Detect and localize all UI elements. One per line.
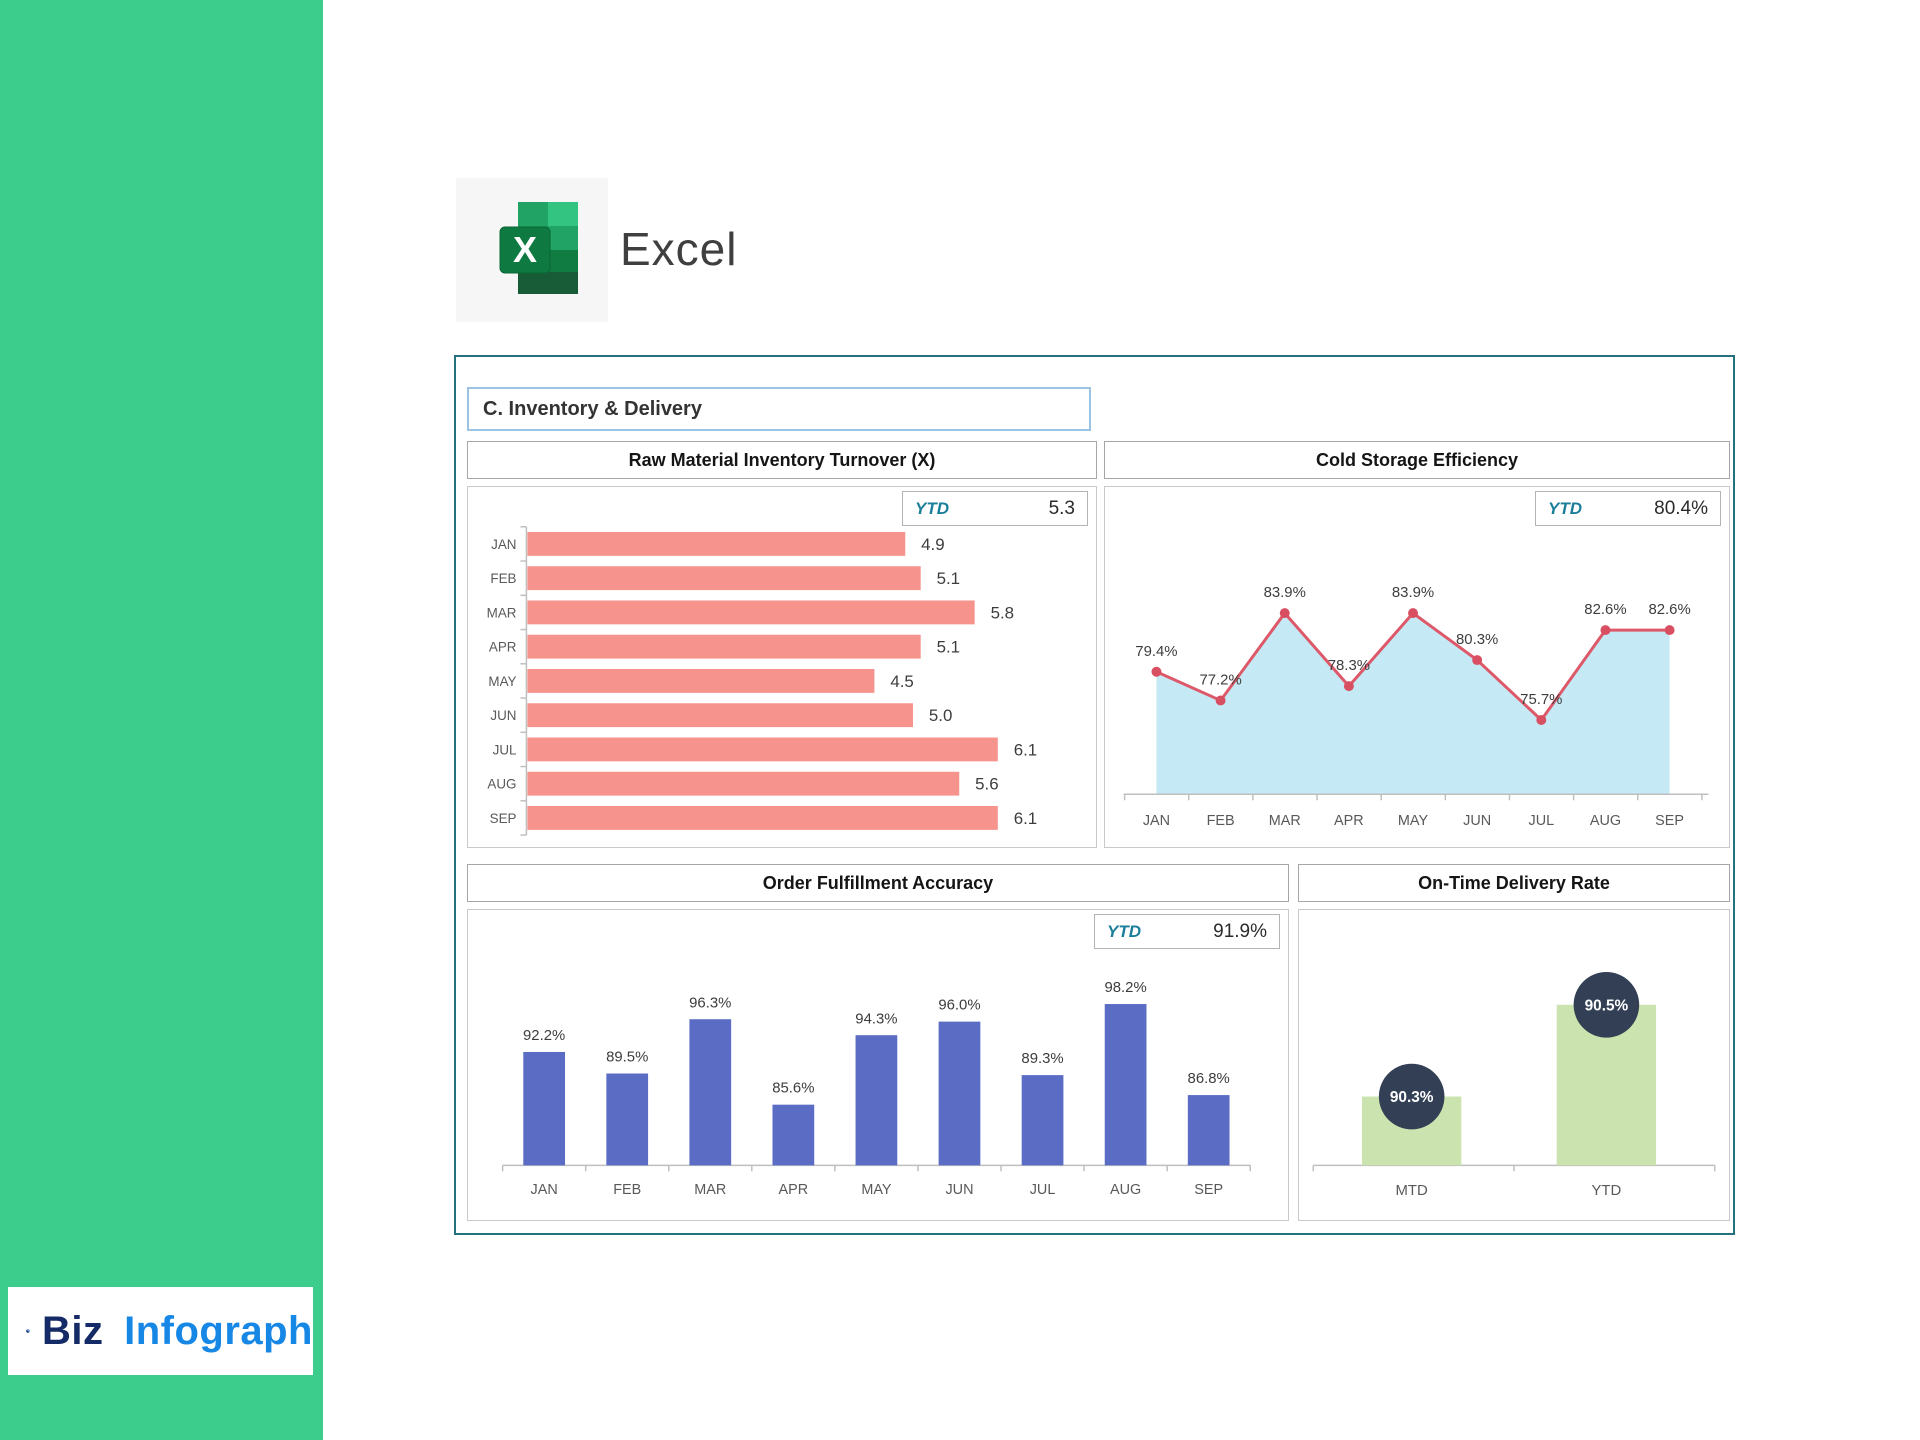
svg-text:JUN: JUN	[490, 708, 516, 723]
svg-text:JUN: JUN	[1463, 813, 1491, 829]
svg-text:5.1: 5.1	[937, 569, 960, 588]
svg-text:80.3%: 80.3%	[1456, 632, 1498, 648]
dashboard-panel: C. Inventory & Delivery Raw Material Inv…	[454, 355, 1735, 1235]
svg-text:92.2%: 92.2%	[523, 1028, 565, 1044]
svg-text:82.6%: 82.6%	[1584, 602, 1626, 618]
svg-text:APR: APR	[489, 640, 517, 655]
chart-header-raw-material: Raw Material Inventory Turnover (X)	[467, 441, 1097, 479]
excel-icon: X	[499, 202, 578, 294]
svg-text:5.1: 5.1	[937, 638, 960, 657]
svg-text:96.3%: 96.3%	[689, 995, 731, 1011]
svg-text:AUG: AUG	[1110, 1182, 1141, 1198]
svg-text:MTD: MTD	[1396, 1183, 1428, 1199]
chart-header-cold-storage: Cold Storage Efficiency	[1104, 441, 1730, 479]
svg-text:AUG: AUG	[487, 777, 516, 792]
section-title: C. Inventory & Delivery	[483, 397, 702, 420]
svg-text:MAR: MAR	[694, 1182, 726, 1198]
svg-text:SEP: SEP	[490, 811, 517, 826]
ytd-box[interactable]: YTD 80.4%	[1535, 491, 1721, 526]
svg-text:FEB: FEB	[613, 1182, 641, 1198]
chart-title: Order Fulfillment Accuracy	[762, 872, 994, 893]
svg-text:77.2%: 77.2%	[1199, 673, 1241, 689]
chart-header-order-fulfillment: Order Fulfillment Accuracy	[467, 864, 1289, 902]
svg-text:MAY: MAY	[488, 674, 516, 689]
chart-title: Cold Storage Efficiency	[1315, 449, 1519, 470]
svg-text:JAN: JAN	[491, 537, 516, 552]
vertical-bar-plot[interactable]: 92.2% JAN 89.5% FEB 96.3% MAR 85.6% APR 94.3% MAY…	[468, 910, 1288, 1220]
svg-text:6.1: 6.1	[1014, 740, 1037, 759]
svg-text:AUG: AUG	[1590, 813, 1621, 829]
ytd-box[interactable]: YTD 91.9%	[1094, 914, 1280, 949]
svg-text:JUL: JUL	[1030, 1182, 1056, 1198]
svg-text:APR: APR	[779, 1182, 809, 1198]
svg-text:4.9: 4.9	[921, 535, 944, 554]
chart-cold-storage-efficiency[interactable]: YTD 80.4% 79.4% JAN 77.2% FEB 83.9% MAR 78.3% A…	[1104, 486, 1730, 848]
biz-logo-text-secondary: Infograph	[124, 1308, 313, 1353]
svg-text:FEB: FEB	[490, 571, 516, 586]
svg-text:YTD: YTD	[1592, 1183, 1622, 1199]
svg-text:79.4%: 79.4%	[1135, 644, 1177, 660]
svg-text:4.5: 4.5	[890, 672, 913, 691]
chart-on-time-delivery-rate[interactable]: 90.3% MTD 90.5% YTD	[1298, 909, 1730, 1221]
svg-text:JUN: JUN	[945, 1182, 973, 1198]
svg-text:5.8: 5.8	[991, 603, 1014, 622]
chart-title: On-Time Delivery Rate	[1418, 872, 1610, 893]
horizontal-bar-plot[interactable]: JAN 4.9 FEB 5.1 MAR 5.8 APR 5.1 MAY 4.5 JUN 5.0 JUL 6…	[468, 487, 1096, 847]
svg-text:MAY: MAY	[1398, 813, 1429, 829]
svg-text:83.9%: 83.9%	[1264, 585, 1306, 601]
ytd-label: YTD	[915, 498, 949, 518]
ytd-label: YTD	[1548, 498, 1582, 518]
svg-text:MAY: MAY	[861, 1182, 892, 1198]
svg-text:APR: APR	[1334, 813, 1364, 829]
svg-text:JUL: JUL	[1528, 813, 1554, 829]
chart-raw-material-turnover[interactable]: YTD 5.3 JAN 4.9 FEB 5.1 MAR 5.8 APR 5.1 MAY 4.5 JU…	[467, 486, 1097, 848]
svg-text:96.0%: 96.0%	[938, 998, 980, 1014]
svg-text:JAN: JAN	[531, 1182, 558, 1198]
chart-order-fulfillment-accuracy[interactable]: YTD 91.9% 92.2% JAN 89.5% FEB 96.3% MAR 85.6% A…	[467, 909, 1289, 1221]
svg-text:89.5%: 89.5%	[606, 1050, 648, 1066]
ytd-label: YTD	[1107, 921, 1141, 941]
svg-text:90.5%: 90.5%	[1585, 997, 1629, 1014]
svg-text:78.3%: 78.3%	[1328, 658, 1370, 674]
biz-infograph-logo: Biz Infograph	[8, 1287, 313, 1375]
svg-text:85.6%: 85.6%	[772, 1081, 814, 1097]
svg-text:98.2%: 98.2%	[1104, 980, 1146, 996]
circle-label-bar-plot[interactable]: 90.3% MTD 90.5% YTD	[1299, 910, 1729, 1220]
svg-text:82.6%: 82.6%	[1648, 602, 1690, 618]
svg-text:94.3%: 94.3%	[855, 1011, 897, 1027]
ytd-value: 80.4%	[1654, 497, 1708, 519]
svg-text:JAN: JAN	[1143, 813, 1170, 829]
svg-text:X: X	[513, 229, 537, 270]
chart-header-on-time-delivery: On-Time Delivery Rate	[1298, 864, 1730, 902]
area-line-plot[interactable]: 79.4% JAN 77.2% FEB 83.9% MAR 78.3% APR 83.9% MAY…	[1105, 487, 1729, 847]
svg-text:86.8%: 86.8%	[1188, 1071, 1230, 1087]
svg-text:SEP: SEP	[1655, 813, 1684, 829]
svg-text:5.0: 5.0	[929, 706, 952, 725]
svg-text:FEB: FEB	[1207, 813, 1235, 829]
ytd-box[interactable]: YTD 5.3	[902, 491, 1088, 526]
left-green-sidebar	[0, 0, 323, 1440]
svg-text:83.9%: 83.9%	[1392, 585, 1434, 601]
excel-logo-tile: X	[456, 178, 608, 322]
svg-text:90.3%: 90.3%	[1390, 1089, 1434, 1106]
biz-logo-text-primary: Biz	[41, 1308, 104, 1353]
svg-text:75.7%: 75.7%	[1520, 692, 1562, 708]
section-title-box[interactable]: C. Inventory & Delivery	[467, 387, 1091, 431]
svg-text:89.3%: 89.3%	[1021, 1051, 1063, 1067]
pie-chart-icon	[26, 1329, 30, 1333]
biz-logo-text: Biz Infograph	[42, 1309, 313, 1354]
ytd-value: 91.9%	[1213, 920, 1267, 942]
svg-text:6.1: 6.1	[1014, 809, 1037, 828]
svg-text:JUL: JUL	[493, 742, 517, 757]
chart-title: Raw Material Inventory Turnover (X)	[628, 449, 936, 470]
svg-text:MAR: MAR	[1269, 813, 1301, 829]
excel-app-name: Excel	[620, 223, 738, 275]
svg-text:MAR: MAR	[487, 605, 517, 620]
svg-text:SEP: SEP	[1194, 1182, 1223, 1198]
svg-text:5.6: 5.6	[975, 775, 998, 794]
ytd-value: 5.3	[1048, 497, 1075, 519]
